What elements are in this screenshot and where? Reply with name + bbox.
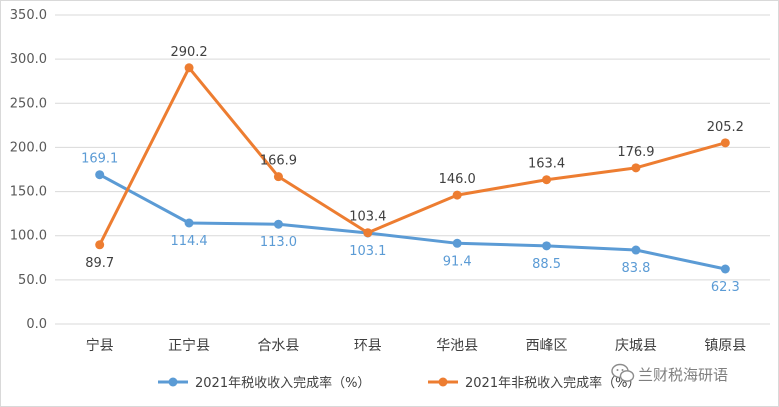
data-label: 176.9 xyxy=(617,145,654,160)
y-tick-label: 100.0 xyxy=(10,229,47,244)
y-tick-label: 0.0 xyxy=(26,317,47,332)
data-point xyxy=(631,163,641,173)
series-layer xyxy=(95,63,730,274)
y-tick-label: 200.0 xyxy=(10,140,47,155)
legend-marker xyxy=(168,377,178,387)
data-point xyxy=(95,170,105,180)
y-tick-label: 50.0 xyxy=(18,273,47,288)
y-tick-label: 150.0 xyxy=(10,185,47,200)
legend-marker xyxy=(438,377,448,387)
data-label: 163.4 xyxy=(528,157,565,172)
data-label: 88.5 xyxy=(532,257,561,272)
data-label: 89.7 xyxy=(85,256,114,271)
legend-label: 2021年非税收入完成率（%） xyxy=(465,375,640,391)
data-point xyxy=(452,190,462,200)
y-tick-label: 300.0 xyxy=(10,52,47,67)
data-point xyxy=(452,238,462,248)
data-point xyxy=(720,264,730,274)
data-point xyxy=(363,228,373,238)
data-label: 290.2 xyxy=(170,45,207,60)
x-tick-label: 宁县 xyxy=(86,337,114,354)
data-point xyxy=(631,245,641,255)
watermark: 兰财税海研语 xyxy=(611,363,728,384)
x-tick-label: 合水县 xyxy=(257,338,299,354)
x-tick-label: 庆城县 xyxy=(615,338,657,354)
data-point xyxy=(95,240,105,250)
data-label: 169.1 xyxy=(81,152,118,167)
data-point xyxy=(184,63,194,73)
axis-layer: 0.0 50.0 100.0 150.0 200.0 250.0 300.0 350.0 宁县 正… xyxy=(10,8,747,354)
data-label: 83.8 xyxy=(621,261,650,276)
data-label: 91.4 xyxy=(443,254,472,269)
legend-label: 2021年税收收入完成率（%） xyxy=(195,375,370,391)
y-tick-label: 250.0 xyxy=(10,96,47,111)
data-label: 62.3 xyxy=(711,280,740,295)
x-tick-label: 华池县 xyxy=(436,338,478,354)
data-label: 103.1 xyxy=(349,244,386,259)
grid-layer xyxy=(55,14,770,325)
y-tick-label: 350.0 xyxy=(10,8,47,23)
legend: 2021年税收收入完成率（%） 2021年非税收入完成率（%） xyxy=(158,375,640,391)
data-point xyxy=(720,138,730,148)
x-tick-label: 正宁县 xyxy=(168,337,210,354)
x-tick-label: 西峰区 xyxy=(526,338,568,354)
data-label-layer: 169.1 114.4 113.0 103.1 91.4 88.5 83.8 62.3 89.7… xyxy=(81,45,744,295)
data-point xyxy=(542,241,552,251)
series-line xyxy=(98,173,727,271)
data-label: 103.4 xyxy=(349,210,386,225)
data-label: 166.9 xyxy=(260,154,297,169)
data-point xyxy=(184,218,194,228)
data-label: 146.0 xyxy=(439,172,476,187)
series-line xyxy=(98,66,727,247)
data-label: 205.2 xyxy=(707,120,744,135)
data-label: 114.4 xyxy=(170,234,207,249)
watermark-text: 兰财税海研语 xyxy=(638,366,728,384)
data-label: 113.0 xyxy=(260,235,297,250)
data-point xyxy=(273,219,283,229)
data-point xyxy=(273,172,283,182)
x-tick-label: 环县 xyxy=(354,338,382,354)
wechat-icon xyxy=(611,363,635,382)
x-tick-label: 镇原县 xyxy=(704,338,746,354)
data-point xyxy=(542,175,552,185)
